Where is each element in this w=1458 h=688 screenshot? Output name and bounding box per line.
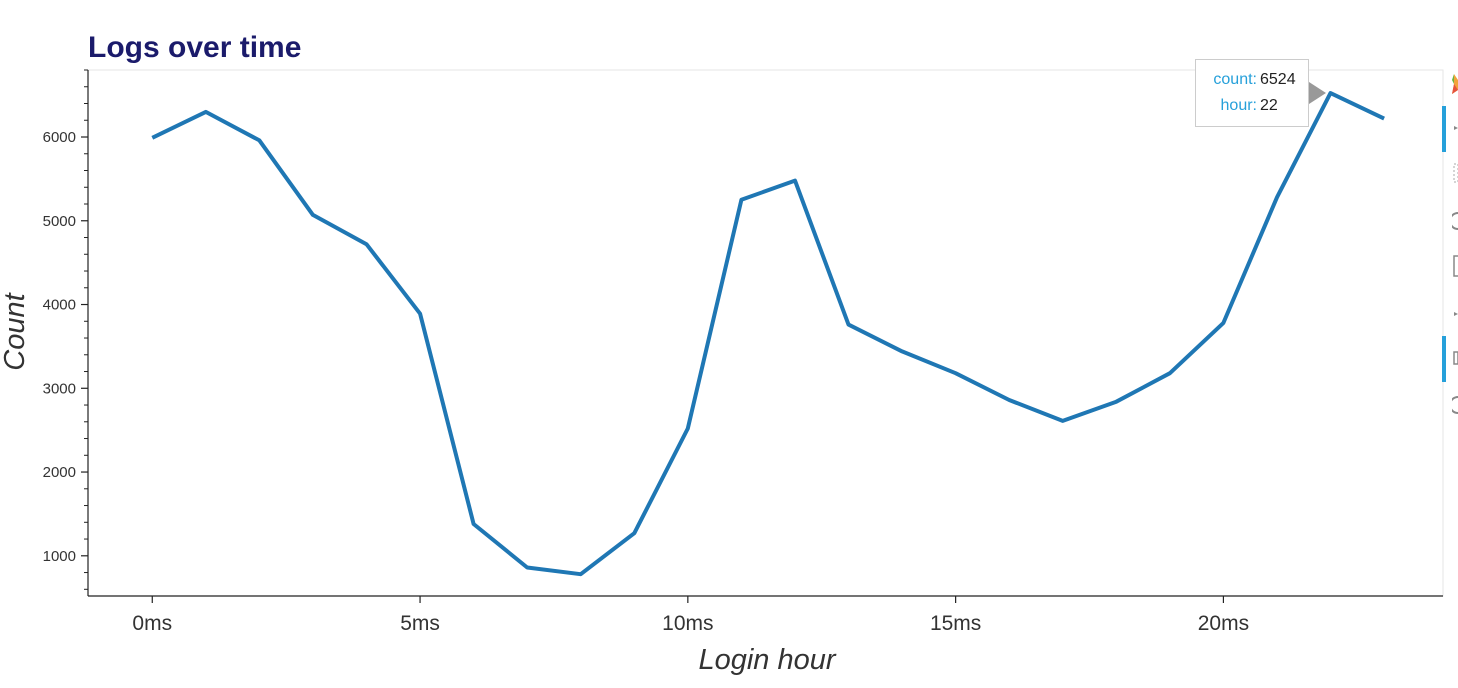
save-icon[interactable]: [1452, 252, 1458, 280]
data-point[interactable]: [1058, 416, 1068, 426]
data-point[interactable]: [1165, 368, 1175, 378]
wheel-zoom-icon[interactable]: [1449, 208, 1458, 234]
plot-frame: [87, 69, 1444, 597]
data-point[interactable]: [790, 176, 800, 186]
hover-icon[interactable]: [1452, 348, 1458, 368]
data-point[interactable]: [1326, 88, 1336, 98]
data-point[interactable]: [683, 423, 693, 433]
tooltip-hour-value: 22: [1260, 97, 1278, 114]
tooltip-count-label: count:: [1213, 71, 1257, 88]
data-point[interactable]: [736, 195, 746, 205]
data-point[interactable]: [147, 133, 157, 143]
y-tick-label: 2000: [43, 464, 76, 481]
pan-tool-active-indicator: [1442, 106, 1446, 152]
data-point[interactable]: [1004, 395, 1014, 405]
y-tick-label: 6000: [43, 129, 76, 146]
data-point[interactable]: [629, 528, 639, 538]
hover-tool-active-indicator: [1442, 336, 1446, 382]
y-axis-label: Count: [0, 291, 31, 370]
tooltip-hour-row: hour: 22: [1196, 96, 1308, 122]
x-tick-label: 15ms: [930, 612, 981, 635]
data-point[interactable]: [844, 320, 854, 330]
tooltip-pointer: [1309, 82, 1326, 104]
help-icon[interactable]: [1449, 392, 1458, 418]
y-tick-label: 4000: [43, 297, 76, 314]
x-axis-label: Login hour: [698, 644, 836, 676]
data-point[interactable]: [1218, 318, 1228, 328]
data-point[interactable]: [308, 210, 318, 220]
series-line[interactable]: [151, 91, 1385, 577]
data-point[interactable]: [897, 346, 907, 356]
tooltip-count-row: count: 6524: [1196, 70, 1308, 96]
x-tick-label: 5ms: [400, 612, 440, 635]
pan-icon[interactable]: [1452, 118, 1458, 138]
data-point[interactable]: [469, 519, 479, 529]
data-point[interactable]: [522, 563, 532, 573]
x-tick-label: 10ms: [662, 612, 713, 635]
x-tick-label: 0ms: [132, 612, 172, 635]
bokeh-logo-icon[interactable]: [1442, 72, 1458, 96]
y-tick-label: 3000: [43, 380, 76, 397]
data-point[interactable]: [415, 309, 425, 319]
data-point[interactable]: [576, 569, 586, 579]
data-point[interactable]: [1379, 114, 1389, 124]
y-minor-ticks: [84, 69, 88, 590]
y-ticks: 1000 2000 3000 4000 5000 6000: [43, 129, 88, 565]
chart-toolbar: [1442, 68, 1458, 498]
data-point[interactable]: [1111, 397, 1121, 407]
chart-title: Logs over time: [88, 31, 301, 64]
data-point[interactable]: [951, 368, 961, 378]
hover-tooltip: count: 6524 hour: 22: [1195, 59, 1309, 127]
box-zoom-icon[interactable]: [1452, 160, 1458, 186]
x-ticks: 0ms 5ms 10ms 15ms 20ms: [132, 596, 1249, 635]
y-tick-label: 5000: [43, 213, 76, 230]
data-point[interactable]: [201, 107, 211, 117]
data-point[interactable]: [254, 135, 264, 145]
reset-icon[interactable]: [1452, 304, 1458, 324]
tooltip-hour-label: hour:: [1220, 97, 1257, 114]
y-tick-label: 1000: [43, 548, 76, 565]
data-point[interactable]: [361, 239, 371, 249]
tooltip-count-value: 6524: [1260, 71, 1296, 88]
x-tick-label: 20ms: [1198, 612, 1249, 635]
data-point[interactable]: [1272, 192, 1282, 202]
